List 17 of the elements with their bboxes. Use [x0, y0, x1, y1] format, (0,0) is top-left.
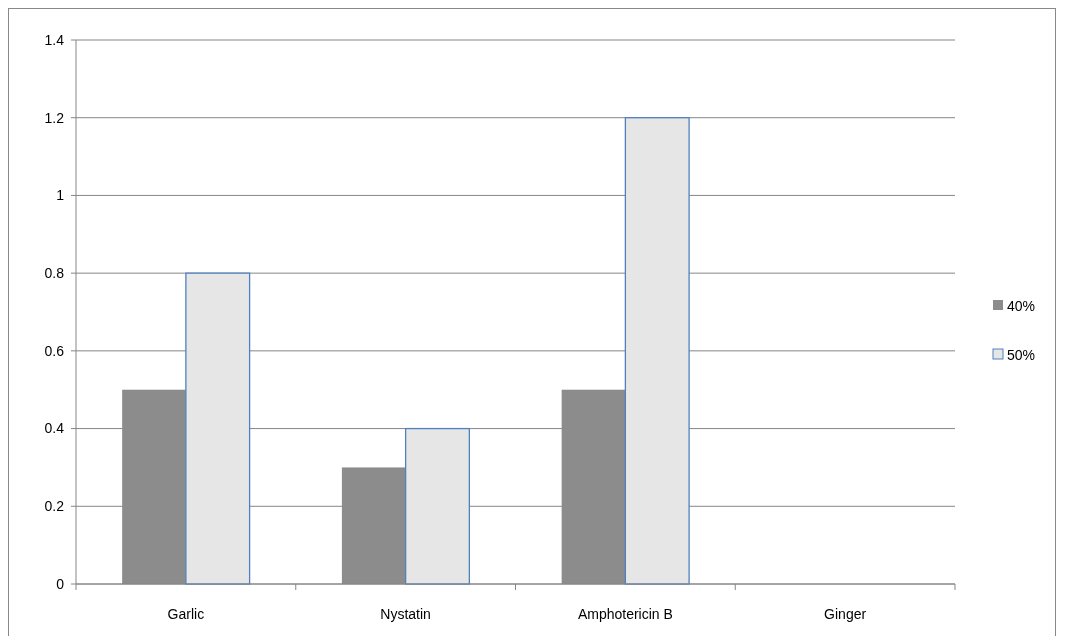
y-tick-label: 1.2 [44, 109, 65, 126]
legend-label: 40% [1007, 297, 1036, 314]
y-tick-label: 1.4 [44, 31, 65, 48]
bar [624, 117, 690, 585]
y-tick-label: 1 [56, 187, 65, 204]
x-tick-label: Ginger [824, 606, 867, 622]
y-tick-label: 0.4 [44, 420, 65, 437]
bar [404, 427, 470, 585]
y-tick-label: 0.2 [44, 498, 65, 515]
y-tick-label: 0 [56, 575, 65, 592]
x-tick-label: Amphotericin B [577, 606, 673, 622]
x-tick-label: Nystatin [380, 606, 431, 622]
x-tick-label: Garlic [167, 606, 205, 622]
y-tick-label: 0.8 [44, 265, 65, 282]
y-tick-label: 0.6 [44, 342, 65, 359]
legend-label: 50% [1007, 346, 1036, 363]
bar [185, 272, 251, 585]
